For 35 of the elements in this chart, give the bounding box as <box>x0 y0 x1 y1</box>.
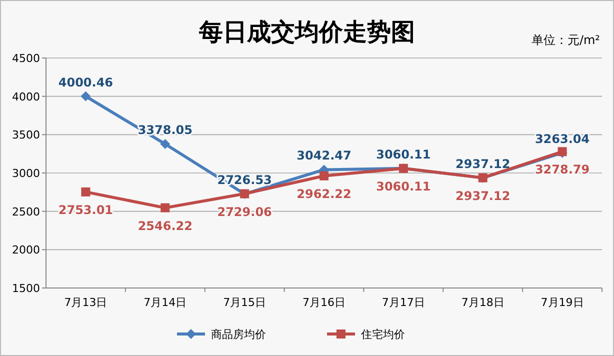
x-tick-label: 7月19日 <box>540 296 584 309</box>
data-label: 2729.06 <box>217 204 272 219</box>
chart-title: 每日成交均价走势图 <box>198 18 415 46</box>
data-label: 2753.01 <box>58 202 114 217</box>
data-label: 3278.79 <box>534 162 590 177</box>
x-tick-label: 7月16日 <box>302 296 346 309</box>
x-tick-label: 7月15日 <box>223 296 266 309</box>
data-label: 2962.22 <box>296 186 352 201</box>
data-label: 3060.11 <box>376 179 431 194</box>
y-tick-label: 3000 <box>12 167 40 180</box>
data-label: 2937.12 <box>456 156 510 171</box>
y-tick-label: 2000 <box>12 244 40 257</box>
data-label: 3263.04 <box>534 132 590 146</box>
data-label: 3042.47 <box>296 148 352 163</box>
y-tick-label: 4000 <box>12 90 40 104</box>
y-tick-label: 2500 <box>12 205 40 218</box>
point <box>320 171 328 180</box>
x-tick-label: 7月18日 <box>461 296 504 309</box>
data-label: 2546.22 <box>138 218 192 233</box>
legend-label: 住宅均价 <box>361 328 405 341</box>
data-label: 3060.11 <box>376 147 431 162</box>
data-label: 2937.12 <box>456 188 510 203</box>
point <box>81 187 90 196</box>
y-tick-label: 4500 <box>12 52 40 65</box>
x-tick-label: 7月17日 <box>382 296 425 309</box>
data-label: 4000.46 <box>58 75 114 90</box>
x-tick-label: 7月13日 <box>64 296 108 309</box>
point <box>160 139 170 150</box>
point <box>80 91 91 102</box>
text: 单位：元/m² <box>531 33 600 47</box>
legend-label: 商品房均价 <box>211 328 266 341</box>
y-tick-label: 1500 <box>12 282 40 295</box>
x-tick-label: 7月14日 <box>144 296 187 309</box>
point <box>160 203 170 212</box>
y-tick-label: 3500 <box>12 128 40 142</box>
